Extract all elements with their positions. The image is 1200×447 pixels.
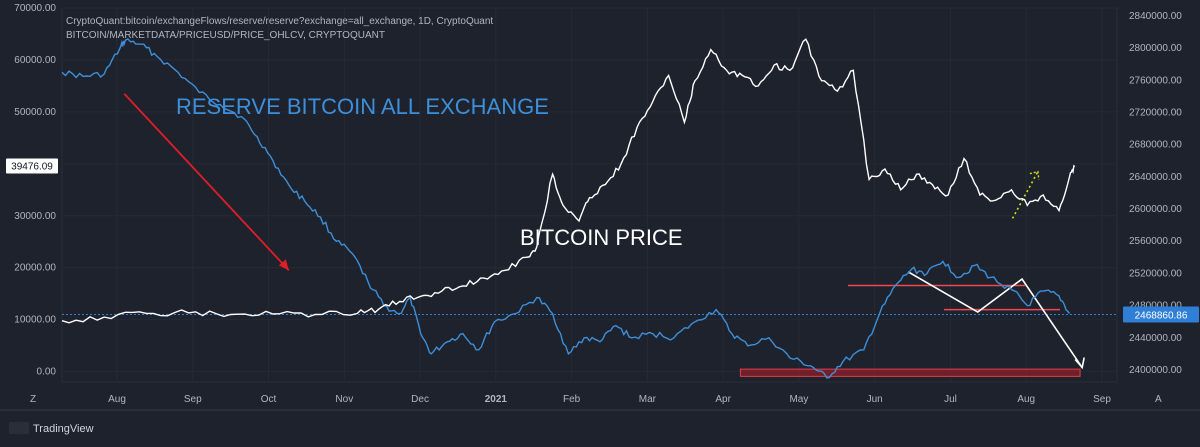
left-current-value: 39476.09 [11,162,53,173]
x-tick-label: Feb [563,394,581,405]
right-tick-label: 2800000.00 [1129,43,1182,54]
left-tick-label: 10000.00 [14,315,56,326]
right-tick-label: 2440000.00 [1129,333,1182,344]
x-tick-label: Sep [1093,394,1111,405]
tradingview-logo[interactable]: TradingView [9,422,94,435]
x-tick-label: Dec [411,394,429,405]
right-tick-label: 2640000.00 [1129,172,1182,183]
grid [0,7,1200,411]
downtrend-arrow-line [123,93,290,271]
target-zone [739,368,1081,377]
header-line-1: CryptoQuant:bitcoin/exchangeFlows/reserv… [66,16,493,27]
right-tick-label: 2600000.00 [1129,204,1182,215]
series-price-line [61,38,1076,324]
downtrend-arrow-head [278,259,289,271]
right-corner-button[interactable]: A [1155,394,1162,405]
uptrend-dotted-arrow-head [1029,170,1040,180]
x-tick-label: Apr [715,394,731,405]
x-tick-label: Oct [261,394,277,405]
projection-zigzag [907,271,1083,368]
right-tick-label: 2560000.00 [1129,236,1182,247]
series-reserve-line [61,38,1071,379]
x-tick-label: Aug [1017,394,1035,405]
left-tick-label: 70000.00 [14,3,56,14]
header-line-2: BITCOIN/MARKETDATA/PRICEUSD/PRICE_OHLCV,… [66,30,385,41]
tradingview-brand: TradingView [33,423,94,435]
left-tick-label: 50000.00 [14,107,56,118]
x-tick-label: Mar [639,394,657,405]
left-corner-button[interactable]: Z [30,394,36,405]
left-tick-label: 30000.00 [14,211,56,222]
series-layer [61,38,1076,379]
right-tick-label: 2400000.00 [1129,365,1182,376]
right-tick-label: 2760000.00 [1129,75,1182,86]
reserve-annotation-label: RESERVE BITCOIN ALL EXCHANGE [176,94,549,119]
x-axis: Aug Sep Oct Nov Dec 2021 Feb Mar Apr May Jun Jul Aug… [108,394,1111,405]
x-tick-label: Jun [867,394,883,405]
annotation-shapes: 39476.09 2468860.86 [6,93,1199,377]
left-tick-label: 0.00 [37,367,57,378]
price-annotation-label: BITCOIN PRICE [520,225,683,250]
x-tick-label: Sep [184,394,202,405]
x-tick-label: 2021 [485,394,508,405]
projection-arrow-head [1074,357,1085,370]
right-current-badge [1123,306,1199,323]
x-tick-label: Nov [335,394,353,405]
right-tick-label: 2680000.00 [1129,140,1182,151]
right-tick-label: 2520000.00 [1129,268,1182,279]
right-tick-label: 2840000.00 [1129,11,1182,22]
right-current-value: 2468860.86 [1135,311,1188,322]
tradingview-logo-icon [9,422,29,434]
x-tick-label: Jul [944,394,957,405]
x-tick-label: May [789,394,808,405]
right-axis: 2840000.00 2800000.00 2760000.00 2720000.00… [1129,11,1182,376]
left-current-badge [6,158,58,174]
left-tick-label: 20000.00 [14,263,56,274]
right-tick-label: 2480000.00 [1129,301,1182,312]
left-tick-label: 60000.00 [14,55,56,66]
uptrend-dotted-arrow [1011,171,1039,219]
x-tick-label: Aug [108,394,126,405]
right-tick-label: 2720000.00 [1129,108,1182,119]
